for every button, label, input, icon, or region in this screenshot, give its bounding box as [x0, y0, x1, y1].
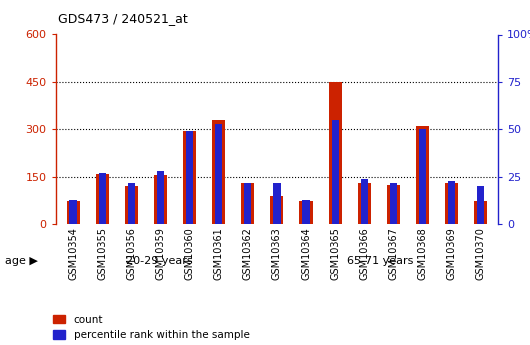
Bar — [241, 183, 254, 224]
Bar — [157, 171, 164, 224]
Bar — [215, 124, 222, 224]
Bar — [477, 186, 484, 224]
Text: 65-71 years: 65-71 years — [347, 256, 413, 266]
Bar — [390, 183, 397, 224]
Bar — [244, 183, 251, 224]
Bar — [154, 175, 167, 224]
Bar — [96, 174, 109, 224]
Bar — [99, 173, 106, 224]
Bar — [332, 120, 339, 224]
Bar — [303, 199, 310, 224]
Bar — [186, 131, 193, 224]
Bar — [329, 82, 342, 224]
Bar — [474, 200, 487, 224]
Bar — [183, 131, 196, 224]
Bar — [125, 186, 138, 224]
Bar — [212, 120, 225, 224]
Bar — [273, 183, 280, 224]
Bar — [387, 185, 400, 224]
Text: age ▶: age ▶ — [5, 256, 38, 266]
Bar — [416, 126, 429, 224]
Bar — [448, 181, 455, 224]
Legend: count, percentile rank within the sample: count, percentile rank within the sample — [53, 315, 250, 340]
Bar — [69, 199, 77, 224]
Bar — [419, 129, 426, 224]
Bar — [360, 179, 368, 224]
Bar — [128, 183, 135, 224]
Bar — [270, 196, 284, 224]
Text: GDS473 / 240521_at: GDS473 / 240521_at — [58, 12, 188, 25]
Text: 20-29 years: 20-29 years — [126, 256, 192, 266]
Bar — [299, 200, 313, 224]
Bar — [445, 183, 458, 224]
Bar — [358, 183, 371, 224]
Bar — [67, 200, 80, 224]
